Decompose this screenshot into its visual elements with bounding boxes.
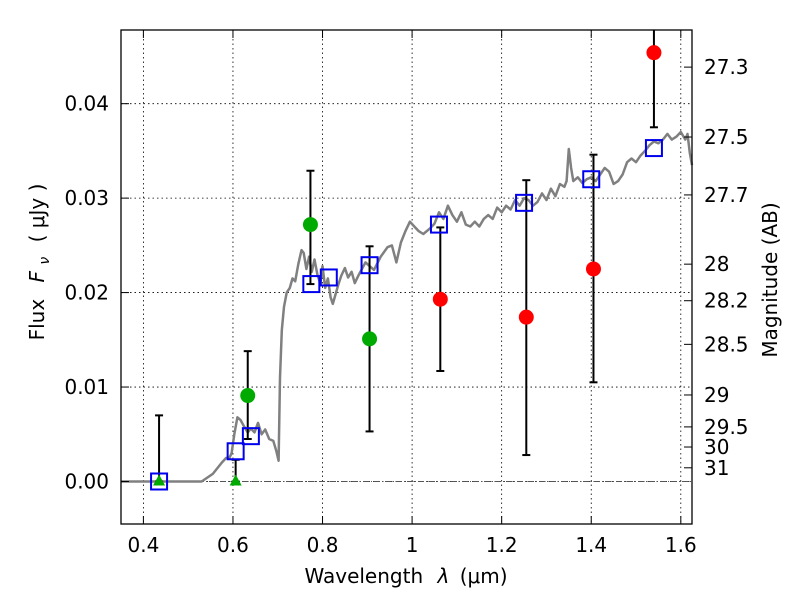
model-photometry-square [582, 170, 601, 189]
x-tick-label: 0.8 [307, 533, 339, 557]
upper-limit-triangle [153, 474, 166, 486]
model-photometry-square [241, 427, 260, 446]
y-axis-ticks: 0.00 0.01 0.02 0.03 0.04 [64, 92, 129, 493]
x-tick-label: 1 [406, 533, 419, 557]
upper-limit-triangle [229, 474, 242, 486]
x-axis-label: Wavelength λ (μm) [304, 564, 507, 588]
x-axis-ticks: 0.4 0.6 0.8 1 1.2 1.4 1.6 [127, 30, 697, 557]
flux-point [518, 309, 534, 325]
model-photometry-square [226, 442, 245, 461]
mag-tick-label: 29.5 [704, 415, 749, 439]
mag-tick-label: 30 [704, 435, 729, 459]
mag-tick-label: 27.3 [704, 55, 749, 79]
data-markers [150, 45, 663, 491]
mag-tick-label: 27.7 [704, 183, 749, 207]
flux-point [302, 217, 318, 233]
model-photometry-square [429, 215, 448, 234]
y-tick-label: 0.03 [64, 186, 109, 210]
mag-tick-label: 31 [704, 456, 729, 480]
error-bars [155, 30, 658, 483]
model-photometry-square [515, 193, 534, 212]
model-photometry-square [319, 268, 338, 287]
model-spectrum-line [121, 130, 694, 483]
right-axis-label: Magnitude (AB) [758, 202, 782, 357]
flux-point [432, 291, 448, 307]
y-tick-label: 0.02 [64, 281, 109, 305]
plot-frame [120, 29, 693, 525]
x-tick-label: 1.4 [575, 533, 607, 557]
x-tick-label: 0.6 [217, 533, 249, 557]
model-photometry-square [302, 275, 321, 294]
mag-tick-label: 28.2 [704, 289, 749, 313]
y-tick-label: 0.00 [64, 469, 109, 493]
model-photometry-square [644, 139, 663, 158]
model-spectrum-series [121, 130, 694, 483]
flux-point [240, 388, 256, 404]
y-tick-label: 0.04 [64, 92, 109, 116]
model-photometry-square [150, 472, 169, 491]
x-tick-label: 1.6 [665, 533, 697, 557]
grid-lines [121, 30, 692, 524]
mag-tick-label: 29 [704, 383, 729, 407]
x-tick-label: 0.4 [127, 533, 159, 557]
flux-point [585, 261, 601, 277]
flux-point [362, 331, 378, 347]
mag-tick-label: 28 [704, 252, 729, 276]
flux-point [646, 45, 662, 61]
mag-tick-label: 28.5 [704, 332, 749, 356]
y-tick-label: 0.01 [64, 375, 109, 399]
mag-tick-label: 27.5 [704, 125, 749, 149]
x-tick-label: 1.2 [486, 533, 518, 557]
model-photometry-square [360, 256, 379, 275]
y-axis-label: Flux F ν ( μJy ) [25, 184, 54, 341]
